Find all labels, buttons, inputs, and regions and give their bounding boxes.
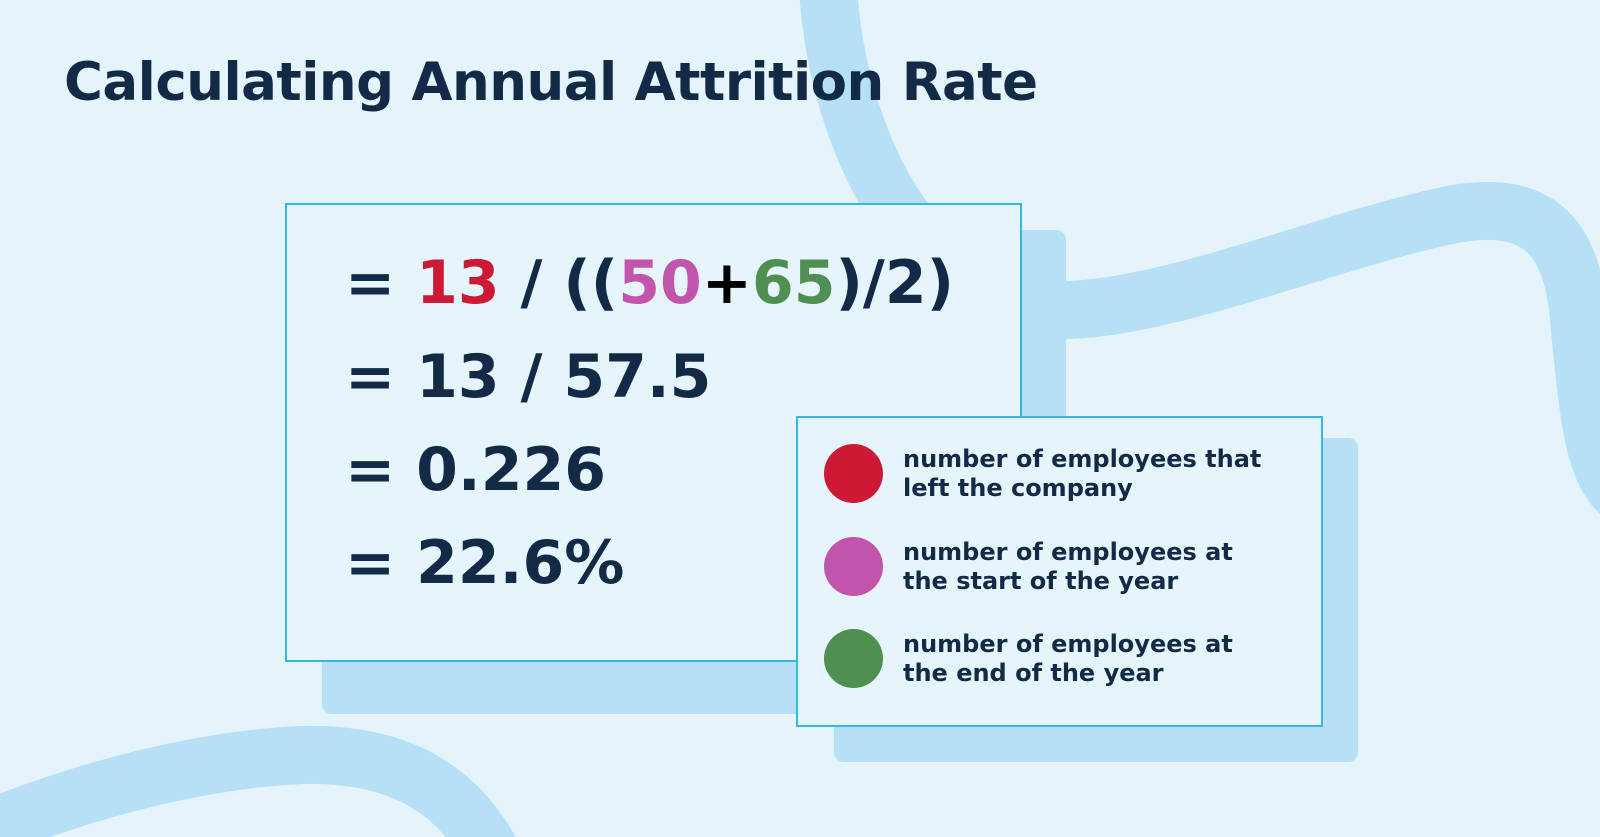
formula-line-3: = 0.226 (345, 435, 606, 505)
legend-label-left: number of employees that left the compan… (903, 444, 1262, 502)
formula-employees-left: 13 (416, 248, 500, 318)
legend-label-start: number of employees at the start of the … (903, 537, 1233, 595)
formula-plus: + (701, 248, 752, 318)
page-title: Calculating Annual Attrition Rate (64, 52, 1038, 113)
legend-card: number of employees that left the compan… (796, 416, 1323, 727)
legend-label-end: number of employees at the end of the ye… (903, 629, 1233, 687)
formula-close: )/2) (835, 248, 955, 318)
formula-equals: = (345, 248, 417, 318)
legend-item-left: number of employees that left the compan… (824, 444, 1283, 503)
ribbon-bottom (0, 725, 516, 837)
formula-divide-open: / (( (499, 248, 619, 318)
legend-dot-magenta (824, 537, 883, 596)
legend-item-end: number of employees at the end of the ye… (824, 629, 1283, 688)
legend-item-start: number of employees at the start of the … (824, 537, 1283, 596)
formula-card: = 13 / ((50+65)/2) = 13 / 57.5 = 0.226 =… (285, 203, 1022, 662)
formula-line-4: = 22.6% (345, 528, 625, 598)
formula-line-2: = 13 / 57.5 (345, 342, 712, 412)
legend-dot-green (824, 629, 883, 688)
formula-employees-end: 65 (752, 248, 836, 318)
formula-line-1: = 13 / ((50+65)/2) (345, 253, 954, 313)
legend-dot-red (824, 444, 883, 503)
formula-employees-start: 50 (618, 248, 702, 318)
